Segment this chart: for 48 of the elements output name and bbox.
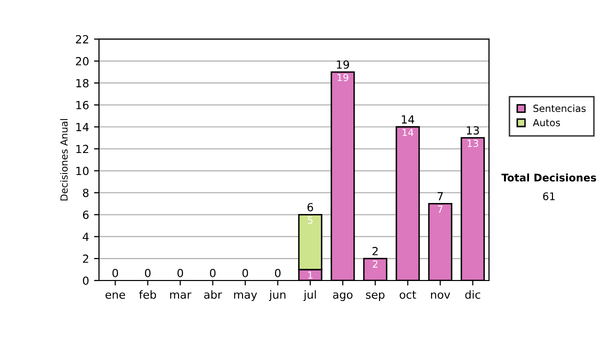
x-tick-label: oct: [400, 290, 416, 299]
x-tick-label: dic: [465, 290, 480, 299]
x-tick-label: ago: [333, 292, 352, 301]
x-tick-label: jul: [303, 290, 316, 301]
text: Total Decisiones: [501, 173, 596, 182]
total-label: 0: [177, 268, 184, 278]
y-tick-label: 0: [82, 276, 89, 285]
legend-label: Sentencias: [533, 104, 586, 112]
total-label: 2: [372, 246, 378, 256]
y-tick-label: 4: [82, 232, 89, 241]
y-tick-label: 8: [82, 188, 89, 198]
total-label: 14: [402, 115, 414, 124]
x-tick-label: feb: [139, 290, 156, 299]
total-label: 6: [307, 203, 314, 212]
total-label: 13: [466, 126, 479, 135]
x-tick-label: mar: [170, 292, 192, 299]
x-tick-label: ene: [106, 292, 126, 299]
total-label: 19: [336, 60, 350, 69]
y-tick-label: 18: [76, 78, 89, 88]
total-label: 0: [144, 268, 151, 278]
y-tick-label: 6: [82, 210, 89, 220]
y-axis-title: Decisiones Anual: [60, 119, 68, 200]
data-label: 19: [338, 74, 348, 82]
y-tick-label: 14: [76, 123, 89, 132]
total-label: 0: [112, 268, 118, 278]
y-tick-label: 10: [76, 166, 89, 176]
total-label: 0: [242, 268, 248, 278]
y-tick-label: 2: [83, 254, 88, 263]
y-tick-label: 22: [76, 35, 88, 44]
y-tick-label: 12: [76, 144, 88, 154]
total-label: 7: [438, 192, 443, 200]
text: 61: [543, 192, 555, 200]
data-label: 14: [402, 128, 414, 136]
x-tick-label: nov: [431, 292, 450, 299]
x-tick-label: sep: [366, 292, 384, 301]
x-tick-label: may: [234, 292, 258, 301]
legend-label: Autos: [532, 119, 560, 126]
data-label: 1: [308, 271, 312, 279]
total-label: 0: [210, 268, 216, 278]
y-tick-label: 20: [76, 57, 89, 66]
y-tick-label: 16: [76, 100, 89, 110]
data-label: 2: [372, 260, 378, 268]
total-label: 0: [274, 268, 281, 278]
x-tick-label: abr: [204, 290, 222, 299]
data-label: 7: [438, 206, 443, 213]
data-label: 13: [468, 140, 478, 148]
x-tick-label: jun: [268, 290, 286, 301]
data-label: 5: [308, 216, 312, 224]
